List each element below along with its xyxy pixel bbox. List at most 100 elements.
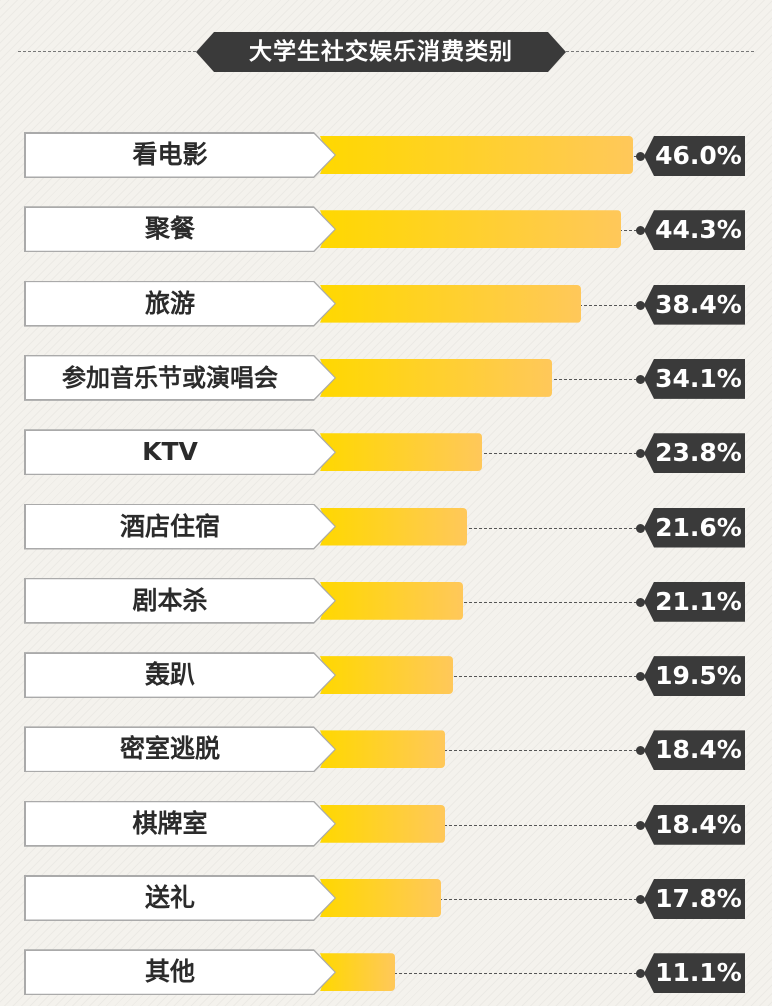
data-label: 18.4% xyxy=(655,735,742,765)
data-label: 44.3% xyxy=(655,215,742,245)
bar-row: 剧本杀 21.1% xyxy=(0,578,772,626)
category-label: 轰趴 xyxy=(144,660,195,690)
category-label: 酒店住宿 xyxy=(119,511,220,541)
category-label-box: 旅游 xyxy=(24,281,336,327)
title-divider-right xyxy=(566,51,754,52)
bar-row: 旅游 38.4% xyxy=(0,281,772,329)
category-label-background xyxy=(26,431,335,474)
category-label: 其他 xyxy=(144,957,195,987)
value-tag: 11.1% xyxy=(644,953,745,994)
value-tag: 23.8% xyxy=(644,433,745,474)
bar xyxy=(320,804,445,843)
category-label-box: 参加音乐节或演唱会 xyxy=(24,355,336,401)
category-label: 棋牌室 xyxy=(132,808,208,838)
category-label-background xyxy=(26,208,335,251)
category-label-background xyxy=(26,579,335,622)
leader-dot xyxy=(636,672,645,682)
category-label-background xyxy=(26,356,335,399)
leader-line xyxy=(324,676,642,678)
bar xyxy=(320,210,621,249)
bar xyxy=(320,433,482,472)
category-label: 旅游 xyxy=(144,288,195,318)
category-label-box: 棋牌室 xyxy=(24,801,336,847)
leader-line xyxy=(324,899,642,900)
data-label: 23.8% xyxy=(655,438,742,468)
category-label-box: 剧本杀 xyxy=(24,578,336,624)
value-tag: 21.6% xyxy=(644,507,745,548)
bar xyxy=(320,656,453,695)
leader-line xyxy=(324,527,642,529)
bar-row: 聚餐 44.3% xyxy=(0,206,772,254)
data-label: 11.1% xyxy=(655,958,742,988)
bar-row: 密室逃脱 18.4% xyxy=(0,726,772,774)
bar-row: KTV 23.8% xyxy=(0,429,772,477)
category-label: KTV xyxy=(142,437,198,467)
leader-dot xyxy=(636,523,645,533)
category-label-background xyxy=(26,728,335,771)
data-label: 18.4% xyxy=(655,809,742,839)
category-label-box: 密室逃脱 xyxy=(24,726,336,772)
bar xyxy=(320,358,552,397)
data-label: 21.1% xyxy=(655,586,742,616)
data-label: 46.0% xyxy=(655,141,742,170)
chart-title: 大学生社交娱乐消费类别 xyxy=(196,32,566,72)
category-label-background xyxy=(26,951,335,994)
bar xyxy=(320,730,445,769)
category-label-background xyxy=(26,654,335,697)
leader-line xyxy=(324,824,642,826)
leader-dot xyxy=(636,895,645,904)
leader-dot xyxy=(636,374,645,384)
leader-line xyxy=(324,601,642,603)
value-tag: 18.4% xyxy=(644,730,745,771)
leader-dot xyxy=(636,820,645,830)
category-label-box: 聚餐 xyxy=(24,206,336,252)
category-label-background xyxy=(26,134,335,177)
data-label: 19.5% xyxy=(655,661,742,691)
category-label-box: 酒店住宿 xyxy=(24,504,336,550)
bar-row: 其他 11.1% xyxy=(0,949,772,997)
leader-dot xyxy=(636,969,645,979)
leader-dot xyxy=(636,449,645,459)
bar-row: 看电影 46.0% xyxy=(0,132,772,180)
value-tag: 46.0% xyxy=(644,136,745,176)
value-tag: 18.4% xyxy=(644,804,745,845)
category-label-box: 轰趴 xyxy=(24,652,336,698)
value-tag: 17.8% xyxy=(644,879,745,919)
bar-row: 轰趴 19.5% xyxy=(0,652,772,700)
category-label: 密室逃脱 xyxy=(119,734,220,764)
value-tag: 38.4% xyxy=(644,284,745,325)
category-label-background xyxy=(26,505,335,548)
data-label: 21.6% xyxy=(655,512,742,542)
leader-dot xyxy=(636,597,645,607)
title-divider-left xyxy=(18,51,196,52)
category-label-background xyxy=(26,802,335,845)
leader-dot xyxy=(636,300,645,310)
category-label: 聚餐 xyxy=(144,214,195,244)
bar xyxy=(320,581,463,620)
category-label-background xyxy=(26,877,335,920)
bar xyxy=(320,284,581,323)
category-label: 剧本杀 xyxy=(132,585,208,615)
category-label-box: 送礼 xyxy=(24,875,336,921)
value-tag: 34.1% xyxy=(644,358,745,399)
bar-row: 参加音乐节或演唱会 34.1% xyxy=(0,355,772,403)
category-label-box: KTV xyxy=(24,429,336,475)
category-label: 参加音乐节或演唱会 xyxy=(62,363,278,392)
leader-dot xyxy=(636,152,645,161)
leader-line xyxy=(324,750,642,752)
data-label: 34.1% xyxy=(655,363,742,393)
leader-dot xyxy=(636,746,645,756)
bar-row: 酒店住宿 21.6% xyxy=(0,504,772,552)
leader-line xyxy=(324,973,642,975)
value-tag: 21.1% xyxy=(644,581,745,622)
category-label-box: 看电影 xyxy=(24,132,336,178)
bar xyxy=(320,507,467,546)
category-label: 送礼 xyxy=(144,883,195,912)
category-label: 看电影 xyxy=(132,140,208,169)
value-tag: 19.5% xyxy=(644,656,745,697)
bar-row: 送礼 17.8% xyxy=(0,875,772,923)
category-label-background xyxy=(26,282,335,325)
category-label-box: 其他 xyxy=(24,949,336,995)
data-label: 38.4% xyxy=(655,289,742,319)
